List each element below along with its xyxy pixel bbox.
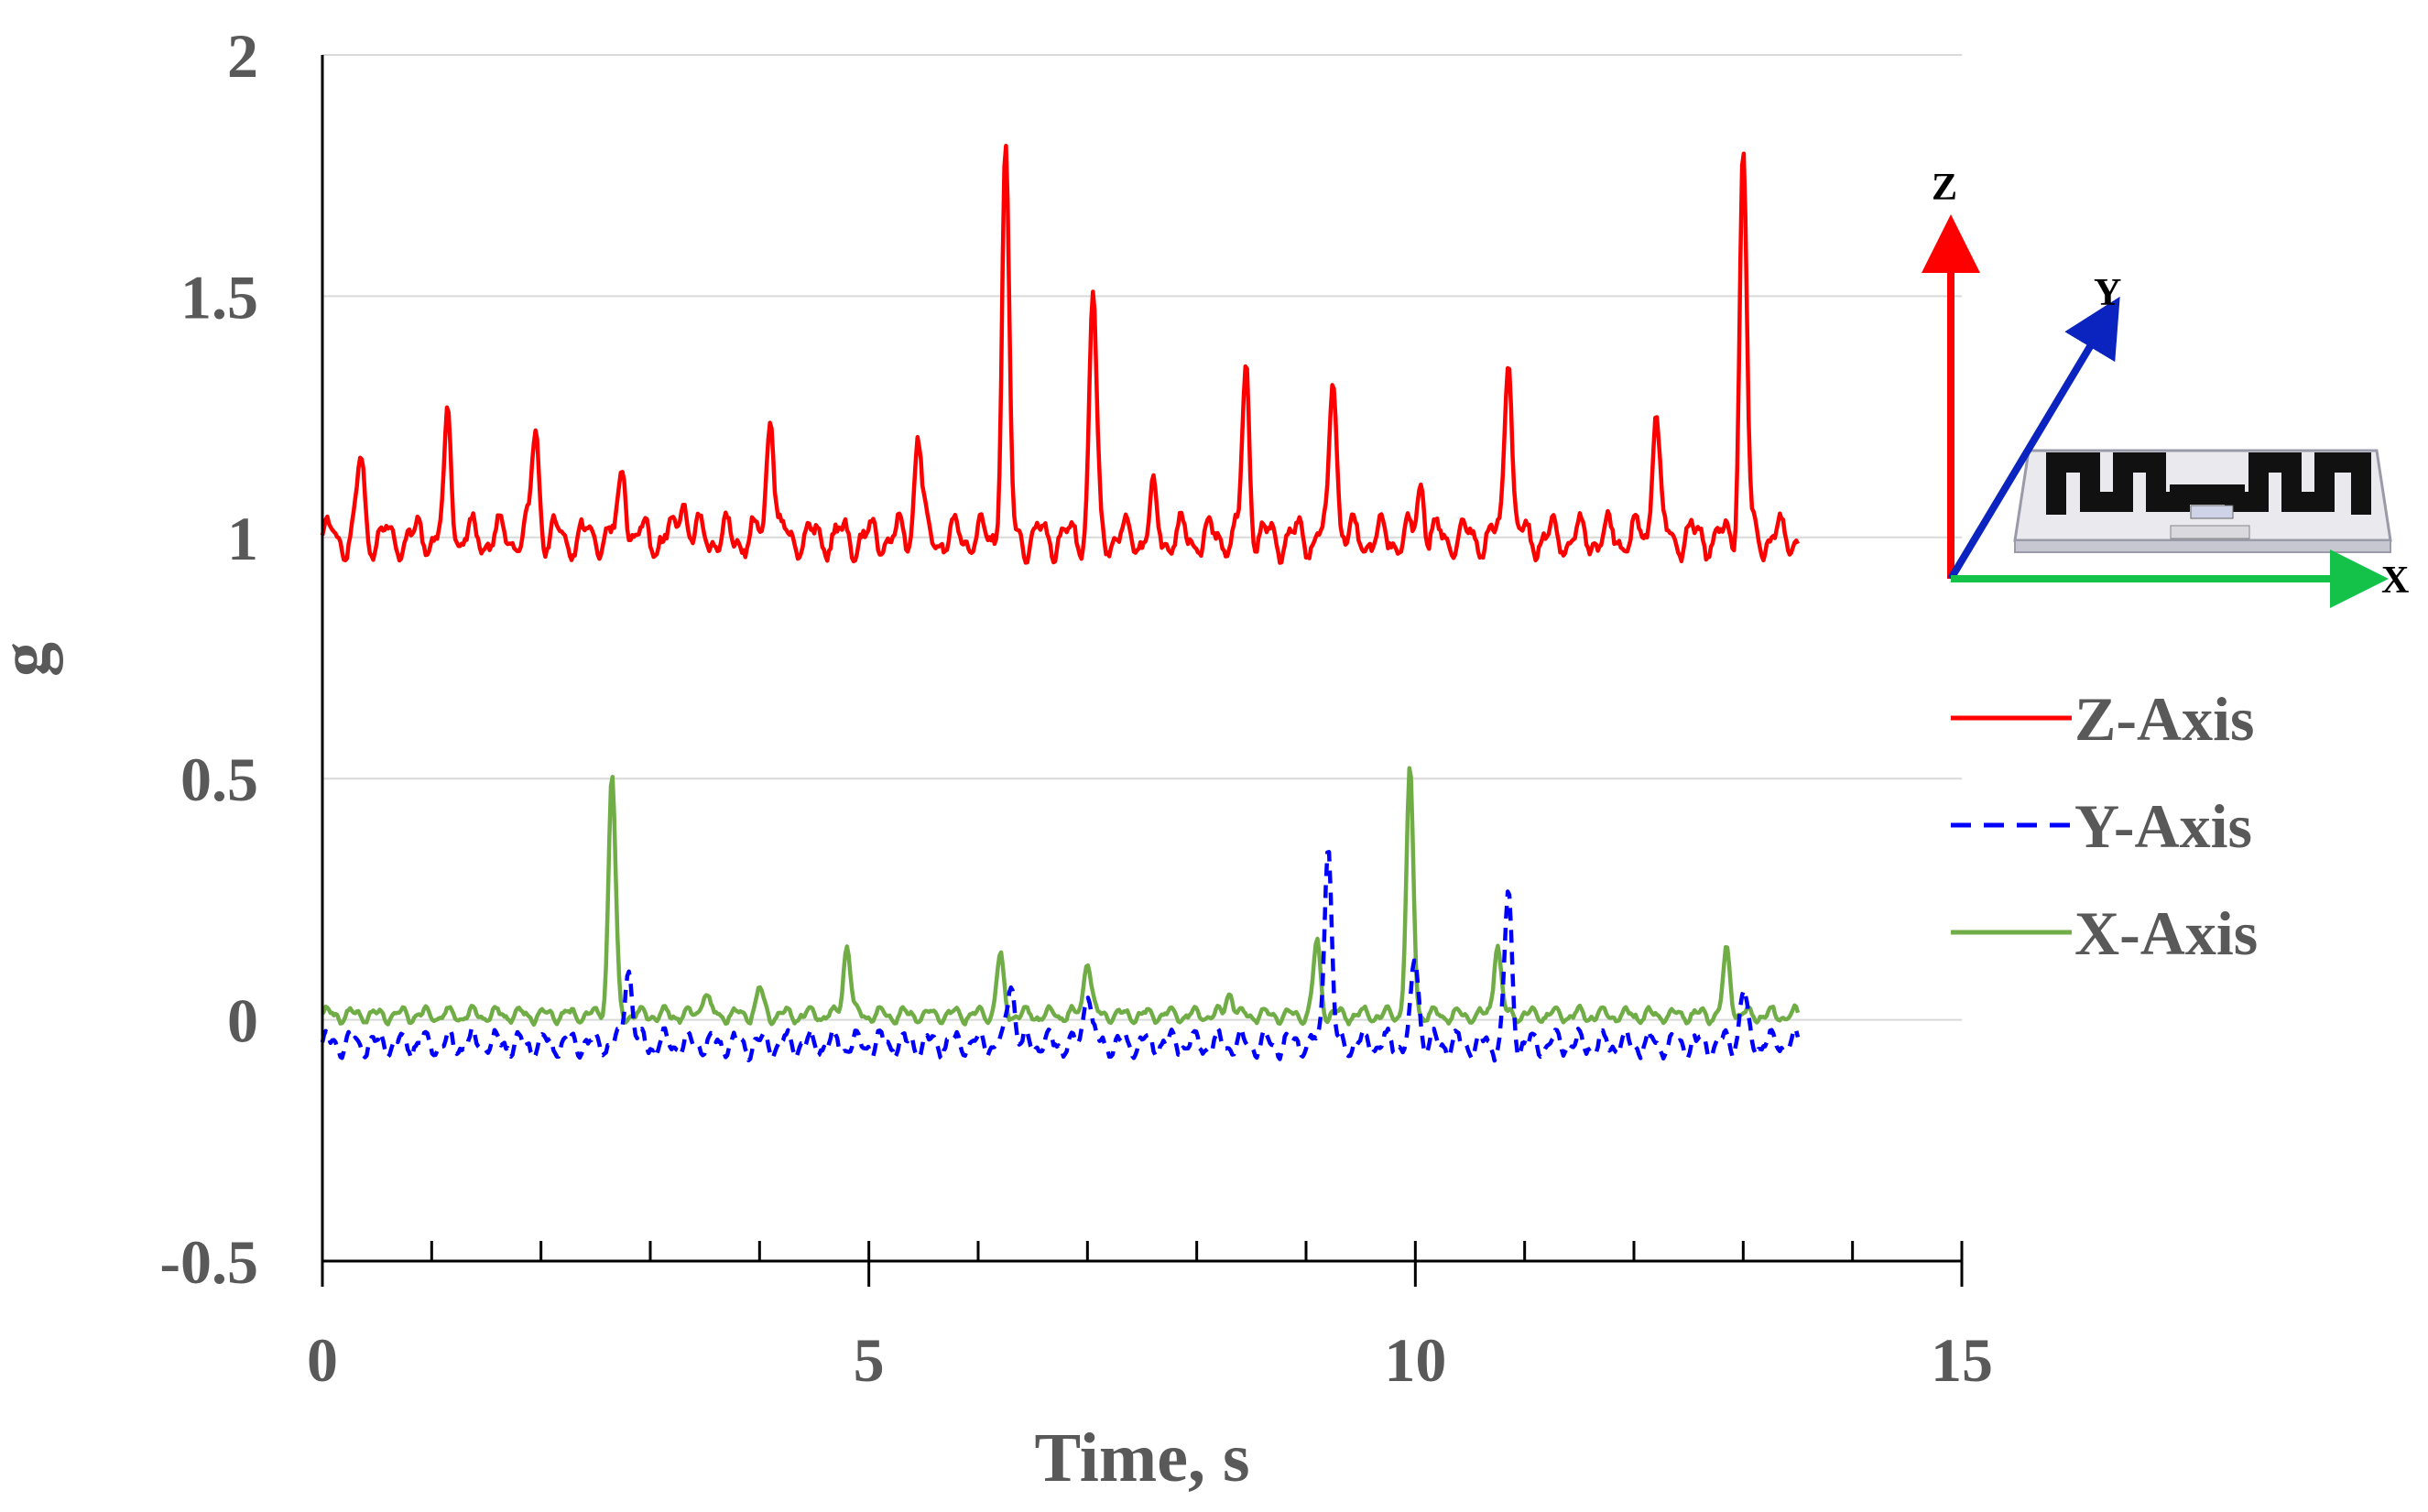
x-axis-title: Time, s xyxy=(1034,1420,1249,1496)
sensor-tag-icon xyxy=(2013,449,2392,553)
series-line-x-axis xyxy=(321,766,1801,1028)
y-tick-label-0: -0.5 xyxy=(159,1227,258,1297)
legend: Z-Axis Y-Axis X-Axis xyxy=(1951,684,2258,968)
x-tick-label-2: 10 xyxy=(1384,1325,1446,1395)
series-line-z-axis xyxy=(320,143,1801,565)
x-tick-label-1: 5 xyxy=(854,1325,885,1395)
axes xyxy=(321,55,1964,1287)
y-tick-label-1: 0 xyxy=(227,986,258,1056)
y-tick-label-5: 2 xyxy=(227,21,258,91)
y-tick-label-2: 0.5 xyxy=(180,745,258,814)
inset-y-label: Y xyxy=(2094,272,2121,314)
legend-label-x: X-Axis xyxy=(2074,898,2258,968)
legend-item-z: Z-Axis xyxy=(1951,684,2254,754)
legend-item-x: X-Axis xyxy=(1951,898,2258,968)
inset-y-arrow xyxy=(1947,296,2120,582)
tick-labels: 0 5 10 15 -0.5 0 0.5 1 1.5 2 xyxy=(159,21,1993,1395)
legend-label-z: Z-Axis xyxy=(2074,684,2254,754)
legend-item-y: Y-Axis xyxy=(1951,791,2252,861)
series-line-y-axis xyxy=(320,850,1801,1063)
legend-label-y: Y-Axis xyxy=(2074,791,2252,861)
gridlines xyxy=(322,54,1962,1021)
y-tick-label-3: 1 xyxy=(227,504,258,573)
series-layer xyxy=(320,143,1801,1063)
x-tick-label-3: 15 xyxy=(1931,1325,1993,1395)
sensor-orientation-inset: Z Y X xyxy=(1922,167,2409,608)
inset-x-label: X xyxy=(2381,560,2409,602)
inset-z-label: Z xyxy=(1932,167,1957,209)
y-axis-title: g xyxy=(0,642,63,677)
x-tick-label-0: 0 xyxy=(307,1325,338,1395)
y-tick-label-4: 1.5 xyxy=(180,262,258,332)
